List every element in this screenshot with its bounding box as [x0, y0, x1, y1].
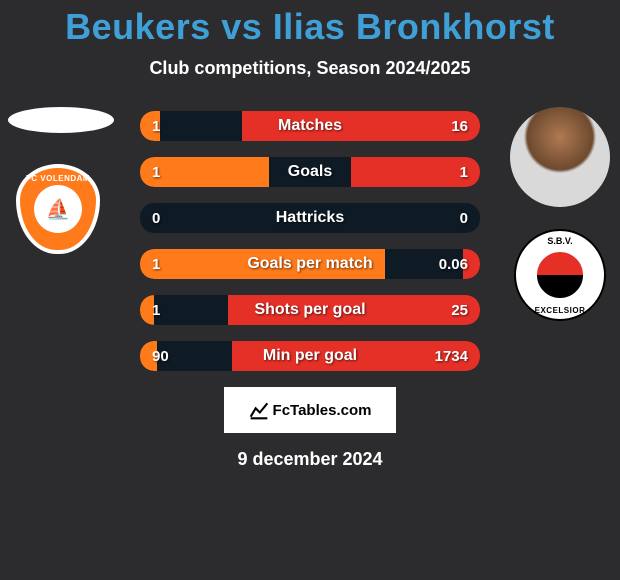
stat-label: Min per goal	[140, 347, 480, 365]
stat-row: 00Hattricks	[140, 203, 480, 233]
footer-brand-text: FcTables.com	[273, 402, 372, 419]
stat-label: Matches	[140, 117, 480, 135]
right-column: S.B.V. EXCELSIOR	[510, 107, 610, 321]
chart-line-icon	[249, 400, 269, 420]
sailboat-icon: ⛵	[34, 185, 82, 233]
player-avatar-placeholder-left	[8, 107, 114, 133]
volendam-shield-icon: FC VOLENDAM ⛵	[16, 164, 100, 254]
stat-label: Goals per match	[140, 255, 480, 273]
club-badge-excelsior: S.B.V. EXCELSIOR	[510, 229, 610, 321]
comparison-panel: FC VOLENDAM ⛵ S.B.V. EXCELSIOR 116Matche…	[0, 107, 620, 371]
stat-label: Hattricks	[140, 209, 480, 227]
page-title: Beukers vs Ilias Bronkhorst	[0, 0, 620, 48]
stats-bars: 116Matches 11Goals 00Hattricks 10.06Goals p…	[140, 107, 480, 371]
left-column: FC VOLENDAM ⛵	[8, 107, 114, 255]
subtitle: Club competitions, Season 2024/2025	[0, 58, 620, 79]
excelsior-badge-text-top: S.B.V.	[547, 236, 572, 246]
stat-row: 11Goals	[140, 157, 480, 187]
date-text: 9 december 2024	[0, 449, 620, 470]
volendam-badge-text: FC VOLENDAM	[20, 174, 96, 183]
stat-label: Shots per goal	[140, 301, 480, 319]
stat-row: 10.06Goals per match	[140, 249, 480, 279]
club-badge-volendam: FC VOLENDAM ⛵	[8, 163, 108, 255]
excelsior-badge-text-bottom: EXCELSIOR	[535, 306, 586, 315]
excelsior-ring-icon: S.B.V. EXCELSIOR	[514, 229, 606, 321]
stat-row: 901734Min per goal	[140, 341, 480, 371]
player-avatar-right	[510, 107, 610, 207]
stat-row: 125Shots per goal	[140, 295, 480, 325]
excelsior-ball-icon	[534, 249, 586, 301]
footer-brand-badge: FcTables.com	[224, 387, 396, 433]
stat-row: 116Matches	[140, 111, 480, 141]
stat-label: Goals	[140, 163, 480, 181]
